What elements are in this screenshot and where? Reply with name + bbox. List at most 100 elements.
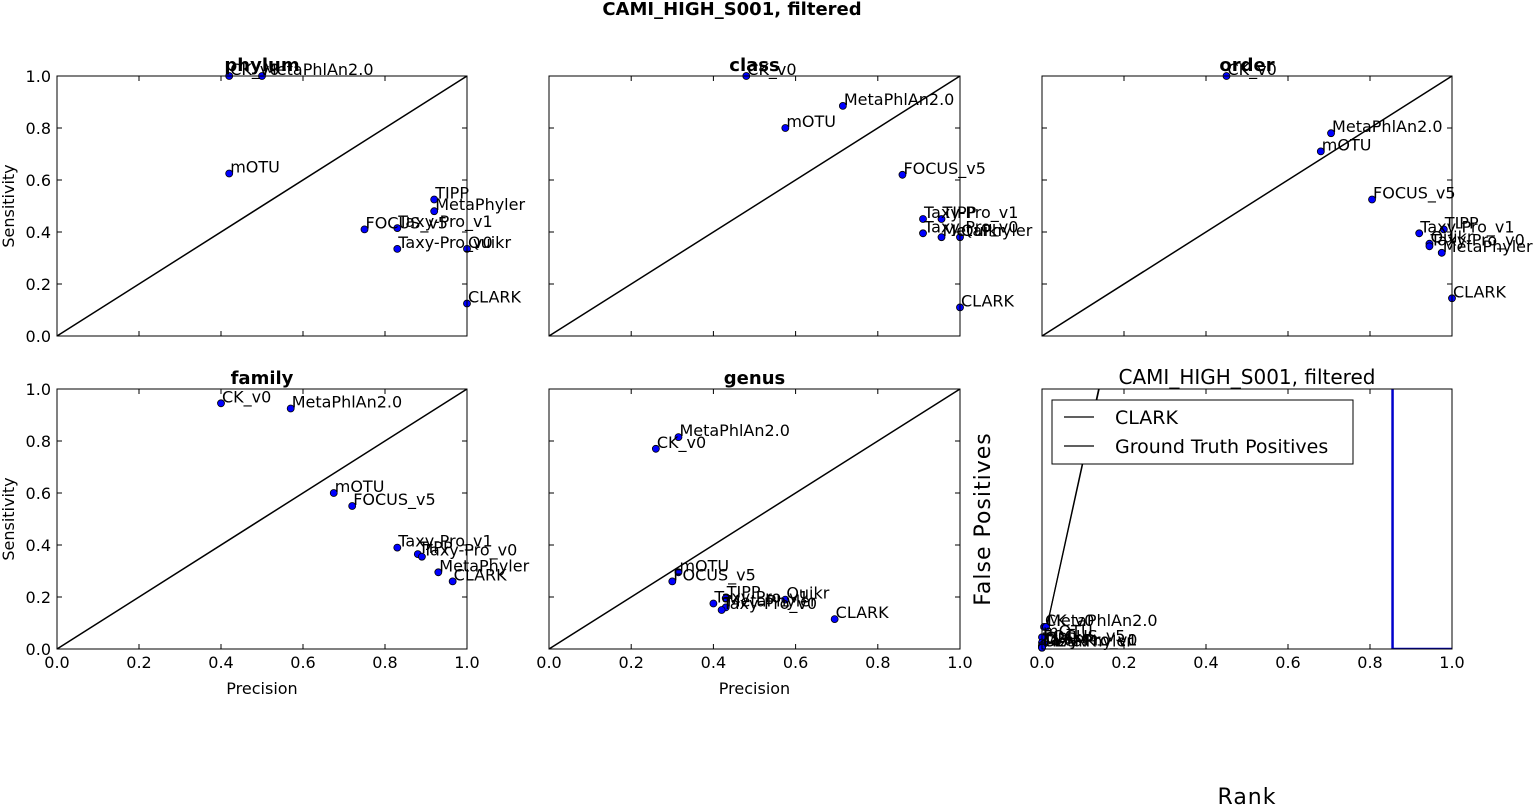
x-tick-label: 0.0 — [1029, 653, 1054, 672]
panel-5: 0.0 0.2 0.4 0.6 0.8 1.0CK_v0MetaPhlAn2.0mOTUF… — [971, 365, 1465, 805]
data-point-label: mOTU — [230, 158, 280, 177]
x-tick-label: 0.2 — [1111, 653, 1136, 672]
data-point-label: TIPP — [1042, 629, 1077, 648]
data-point — [919, 229, 927, 238]
data-point-label: Taxy-Pro_v1 — [713, 588, 808, 608]
data-point — [1368, 195, 1376, 204]
panel-title: CAMI_HIGH_S001, filtered — [1119, 365, 1376, 389]
y-tick-label: 0.4 — [26, 223, 51, 242]
data-point — [781, 124, 790, 132]
x-tick-label: 0.0 — [44, 653, 69, 672]
data-point — [430, 207, 439, 216]
data-point-label: CLARK — [836, 603, 890, 622]
data-point — [709, 599, 718, 608]
data-point-label: Quikr — [468, 233, 511, 252]
threshold-line — [1391, 389, 1452, 649]
axes-frame — [548, 388, 961, 650]
data-point-label: FOCUS_v5 — [673, 565, 755, 585]
data-point-label: Taxy-Pro_v1 — [397, 212, 492, 232]
x-tick-label: 0.2 — [126, 653, 151, 672]
data-point-label: TIPP — [418, 538, 453, 557]
data-point — [1415, 229, 1424, 238]
data-point-label: MetaPhyler — [943, 221, 1033, 240]
axes-frame — [548, 75, 961, 337]
plot-area — [549, 389, 960, 649]
data-point — [1042, 623, 1050, 631]
diagonal-line — [549, 76, 960, 336]
x-tick-label: 0.0 — [536, 653, 561, 672]
data-point-label: CLARK — [1043, 632, 1097, 651]
y-tick-label: 0.0 — [26, 327, 51, 346]
x-axis-label: Precision — [226, 679, 297, 698]
y-tick-label: 1.0 — [26, 380, 51, 399]
data-point-label: Quikr — [1045, 628, 1088, 647]
x-tick-label: 0.6 — [783, 653, 808, 672]
x-tick-label: 0.4 — [1193, 653, 1218, 672]
data-point-label: mOTU — [786, 112, 836, 131]
data-point — [674, 433, 683, 442]
data-point-label: CK_v0 — [1228, 60, 1277, 80]
data-point-label: FOCUS_v5 — [353, 490, 435, 510]
y-axis-label: Sensitivity — [0, 477, 18, 560]
data-point-label: TIPP — [1444, 213, 1479, 232]
data-point — [1316, 147, 1325, 156]
panel-title: order — [1219, 55, 1274, 76]
axes-frame — [56, 388, 468, 650]
diagonal-line — [549, 389, 960, 649]
data-point-label: MetaPhlAn2.0 — [292, 393, 403, 412]
data-point-label: CLARK — [961, 291, 1015, 310]
data-point-label: CK_v0 — [230, 60, 279, 80]
data-point — [448, 577, 457, 586]
data-point-label: TIPP — [942, 203, 977, 222]
data-point — [286, 404, 295, 413]
data-point — [668, 577, 677, 586]
data-point-label: CK_v0 — [1045, 611, 1094, 631]
y-tick-label: 0.4 — [26, 536, 51, 555]
plot-area — [57, 76, 467, 336]
y-tick-label: 0.8 — [26, 432, 51, 451]
axes-frame — [56, 75, 468, 337]
y-tick-label: 0.0 — [26, 640, 51, 659]
data-point — [1437, 248, 1446, 257]
data-point — [417, 552, 426, 561]
x-tick-label: 0.4 — [208, 653, 233, 672]
legend-entry: CLARK — [1115, 407, 1178, 429]
data-point — [1425, 242, 1434, 251]
x-tick-label: 1.0 — [454, 653, 479, 672]
data-point-label: MetaPhyler — [1043, 632, 1133, 651]
data-point-label: CK_v0 — [657, 433, 706, 453]
data-point — [838, 102, 847, 110]
data-point-label: mOTU — [335, 477, 385, 496]
figure-suptitle: CAMI_HIGH_S001, filtered — [602, 0, 861, 20]
data-point — [434, 568, 443, 577]
data-point — [898, 170, 907, 179]
diagonal-line — [1042, 76, 1452, 336]
data-point — [393, 244, 402, 253]
data-point — [651, 444, 660, 453]
data-point — [674, 568, 683, 577]
x-tick-label: 0.4 — [701, 653, 726, 672]
x-tick-label: 0.8 — [1357, 653, 1382, 672]
data-point — [430, 195, 439, 204]
data-point — [830, 615, 839, 623]
data-point-label: CLARK — [1453, 282, 1507, 301]
data-point-label: MetaPhyler — [439, 556, 529, 575]
legend: CLARK Ground Truth Positives — [1051, 399, 1354, 465]
y-tick-label: 0.2 — [26, 275, 51, 294]
x-tick-label: 0.6 — [1275, 653, 1300, 672]
data-point — [937, 233, 946, 242]
data-point-label: mOTU — [1043, 621, 1093, 640]
y-tick-label: 0.8 — [26, 119, 51, 138]
data-point-label: Taxy-Pro_v1 — [397, 532, 492, 552]
data-point — [781, 595, 790, 604]
data-point-label: mOTU — [679, 556, 729, 575]
data-point-label: Taxy-Pro_v0 — [422, 541, 517, 561]
data-point-label: TIPP — [434, 184, 469, 203]
diagonal-line — [57, 389, 467, 649]
data-point-label: MetaPhlAn2.0 — [1332, 117, 1443, 136]
data-point-label: Taxy-Pro_v1 — [1042, 630, 1137, 650]
data-point — [1327, 129, 1335, 138]
